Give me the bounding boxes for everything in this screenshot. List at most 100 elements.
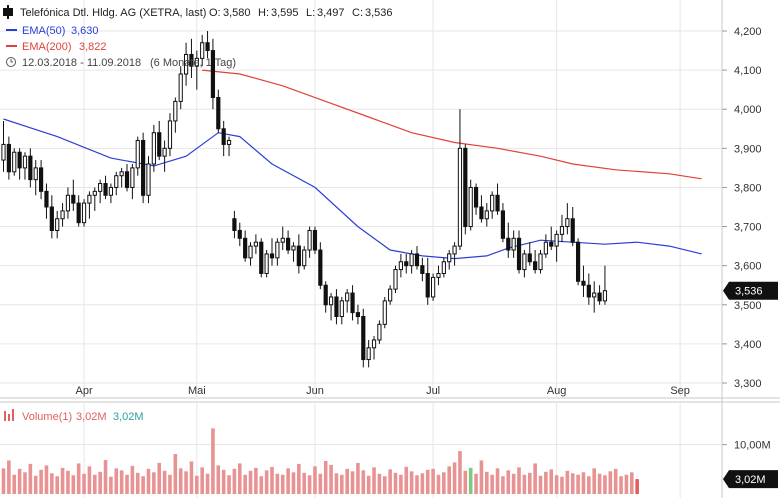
- candle: [119, 167, 124, 188]
- candle: [490, 191, 495, 219]
- candle-body: [81, 202, 87, 224]
- price-tick-label: 3,600: [734, 261, 762, 273]
- candle-body: [269, 253, 275, 259]
- candle-body: [124, 171, 130, 188]
- volume-bar: [350, 471, 355, 494]
- volume-bar: [334, 473, 339, 494]
- candle-body: [570, 218, 575, 243]
- candle: [269, 238, 275, 266]
- candle-body: [516, 237, 522, 271]
- candle-body: [119, 171, 124, 177]
- candle: [350, 285, 355, 321]
- volume-bar: [377, 473, 382, 494]
- candle-body: [259, 241, 264, 274]
- candle: [108, 183, 114, 204]
- candle-body: [243, 237, 248, 259]
- candle-body: [318, 249, 323, 286]
- volume-icon-bar1: [4, 411, 6, 421]
- volume-bar: [393, 472, 398, 494]
- volume-bar: [243, 474, 247, 494]
- volume-bar: [495, 468, 500, 494]
- last-volume-label: 3,02M: [735, 474, 766, 486]
- candle-body: [221, 128, 226, 145]
- candle: [146, 156, 151, 204]
- volume-bar: [227, 475, 231, 494]
- ema200-line: [202, 69, 702, 180]
- volume-bar: [286, 468, 290, 494]
- volume-bar: [33, 475, 38, 494]
- month-label: Jun: [306, 385, 324, 397]
- candle: [575, 238, 581, 286]
- candle-body: [216, 96, 221, 130]
- candle: [296, 234, 301, 274]
- volume-bar: [340, 474, 344, 494]
- candle: [312, 226, 318, 254]
- candle: [398, 253, 403, 278]
- candle-body: [296, 245, 301, 267]
- chart-title: Telefónica Dtl. Hldg. AG (XETRA, last): [20, 7, 206, 19]
- candle-body: [345, 292, 350, 302]
- volume-bar: [323, 460, 328, 494]
- candle: [447, 250, 452, 270]
- candle: [592, 281, 597, 313]
- volume-bar: [420, 473, 425, 494]
- candle-body: [6, 143, 11, 173]
- candle: [114, 171, 119, 196]
- candle: [183, 42, 189, 86]
- volume-bar: [624, 474, 629, 494]
- volume-bar: [119, 470, 124, 494]
- candle: [259, 238, 264, 278]
- candle: [436, 265, 441, 286]
- candle-body: [167, 120, 173, 149]
- month-label: Sep: [670, 385, 690, 397]
- candle-body: [533, 261, 538, 271]
- candle-body: [350, 292, 355, 314]
- candle: [452, 242, 457, 266]
- ohlc-close-value: 3,536: [365, 7, 393, 19]
- volume-bar: [442, 472, 446, 494]
- candle: [173, 97, 178, 133]
- candle: [581, 265, 586, 297]
- volume-bar: [28, 463, 33, 494]
- candle-body: [12, 151, 17, 173]
- candle: [511, 230, 516, 258]
- candle-body: [339, 300, 344, 318]
- candle: [500, 203, 506, 243]
- candle-body: [538, 253, 543, 271]
- volume-bar: [318, 473, 323, 494]
- candle-body: [420, 265, 425, 274]
- candle-body: [232, 218, 237, 231]
- candle: [22, 152, 28, 180]
- volume-bar: [254, 467, 258, 494]
- candle-body: [130, 167, 135, 188]
- candle: [162, 140, 167, 172]
- candle: [1, 120, 6, 172]
- candle-body: [511, 237, 516, 251]
- volume-bar: [517, 467, 521, 494]
- ohlc-high-value: 3,595: [271, 7, 299, 19]
- candle: [141, 132, 146, 204]
- volume-bar: [280, 474, 285, 494]
- volume-icon-bar2: [8, 414, 10, 421]
- candle-body: [286, 237, 291, 251]
- candle-body: [490, 194, 495, 212]
- candle-body: [382, 300, 387, 325]
- candle-body: [173, 100, 178, 122]
- candle: [55, 210, 60, 239]
- candle: [232, 210, 237, 239]
- candle: [345, 289, 350, 313]
- candle-body: [38, 167, 44, 192]
- candle: [463, 144, 468, 235]
- candle: [414, 246, 420, 270]
- candle: [98, 179, 103, 204]
- candle: [388, 285, 393, 305]
- candle: [506, 222, 511, 258]
- candle-body: [162, 147, 167, 157]
- candle: [178, 66, 183, 110]
- candle: [60, 203, 65, 227]
- volume-bar: [17, 468, 22, 494]
- volume-bar: [613, 468, 618, 494]
- grid: [0, 0, 722, 498]
- candle: [157, 120, 162, 161]
- candle: [527, 242, 532, 266]
